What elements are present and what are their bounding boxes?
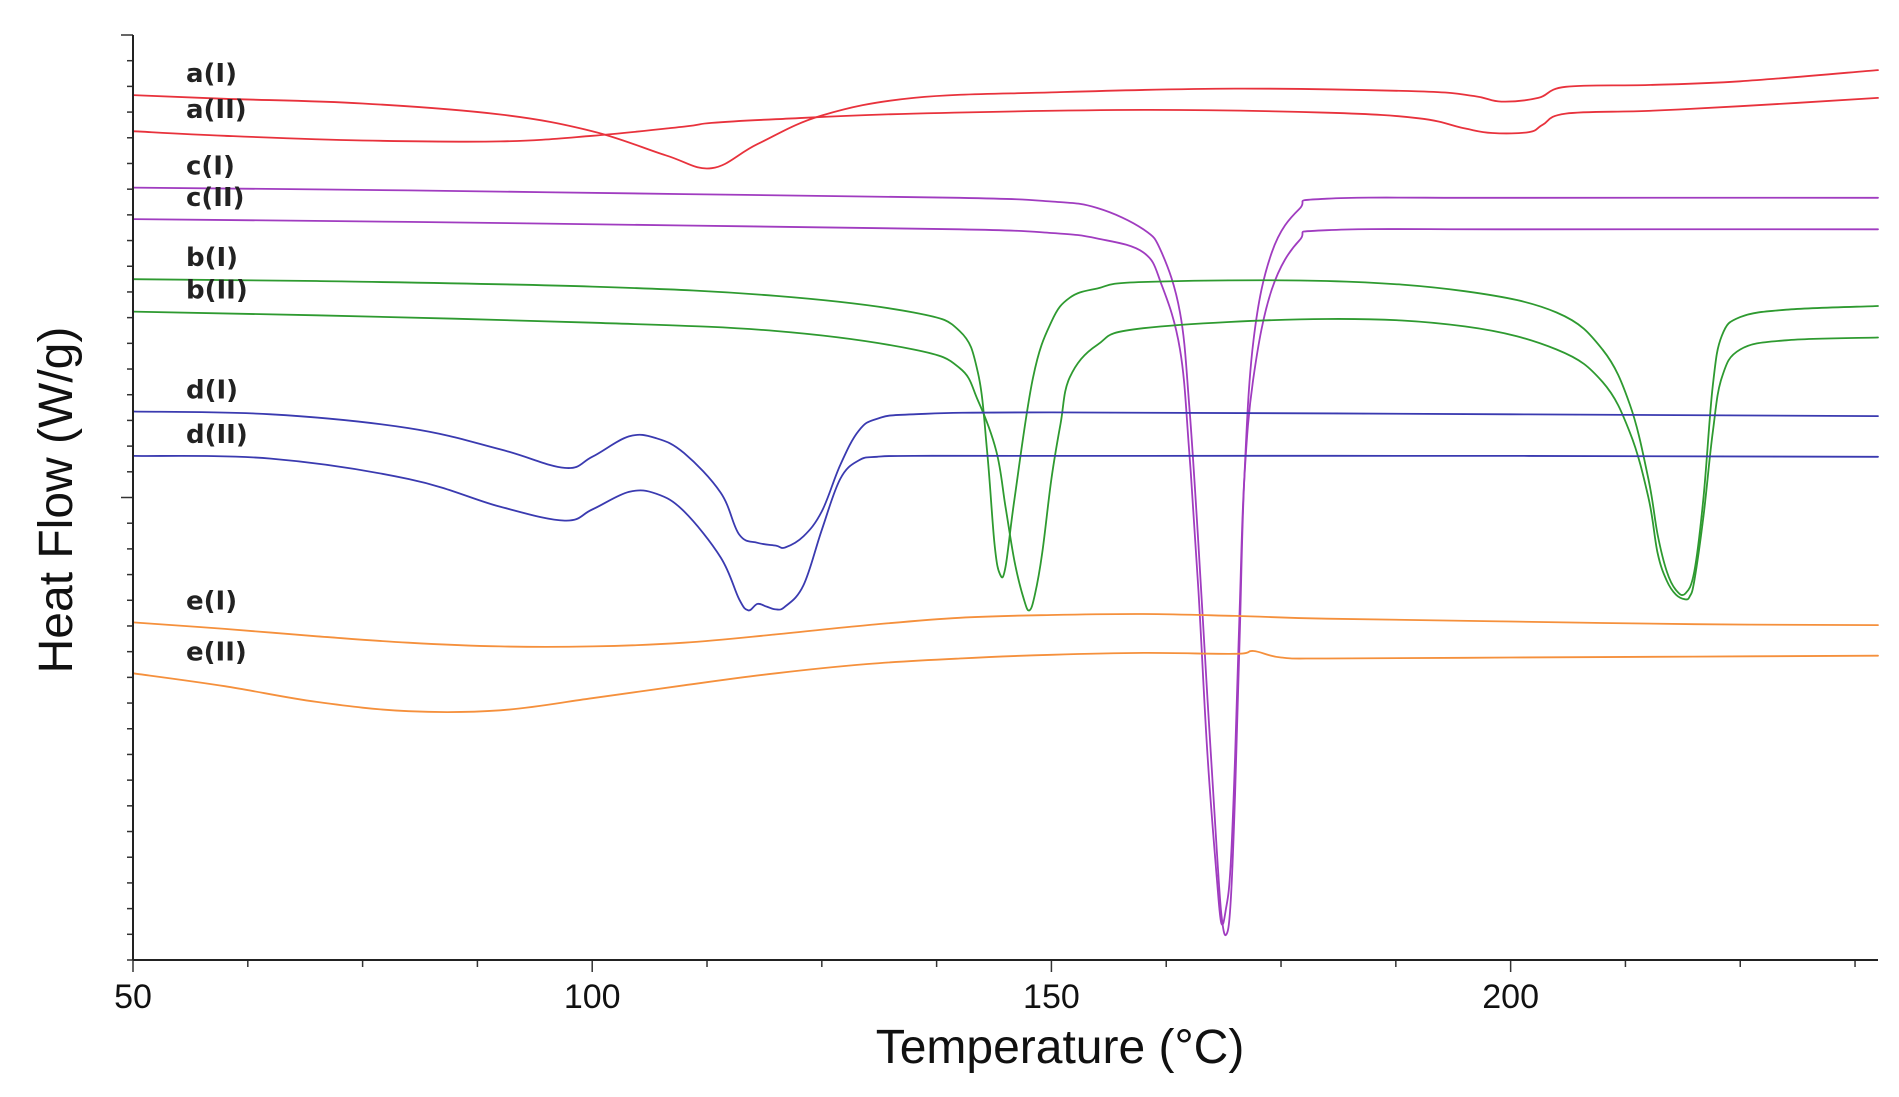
series-label-c(II): c(II) [186,183,245,213]
series-labels: a(I) a(II) c(I)c(II) b(I)b(II) d(I) d(II) e(I)… [186,59,248,667]
series-line-a(II) [132,97,1879,143]
x-tick-label: 150 [1023,978,1080,1016]
series-line-d(I) [132,410,1879,549]
y-axis-title: Heat Flow (W/g) [30,327,83,674]
series-label-d(II): d(II) [186,420,248,450]
x-tick-label: 200 [1482,978,1539,1016]
x-axis-ticks: 50 100 150 200 [114,960,1856,1016]
y-axis-ticks [121,34,133,961]
series-line-d(II) [132,454,1879,612]
series-line-e(II) [132,650,1879,714]
series-label-c(I): c(I) [186,152,235,182]
x-tick-label: 100 [564,978,621,1016]
x-axis-title: Temperature (°C) [876,1021,1245,1074]
series-label-d(I): d(I) [186,375,238,405]
series-label-b(I): b(I) [186,243,238,273]
series-label-e(II): e(II) [186,637,247,667]
series-label-e(I): e(I) [186,586,237,616]
series-line-a(I) [132,69,1879,170]
series-line-b(II) [132,310,1879,612]
series-line-e(I) [132,613,1879,648]
series-label-a(II): a(II) [186,95,247,125]
series-line-c(I) [132,186,1879,937]
series-label-b(II): b(II) [186,276,248,306]
series-line-b(I) [132,278,1879,596]
x-tick-label: 50 [114,978,152,1016]
series-label-a(I): a(I) [186,59,237,89]
plot-area [132,69,1879,937]
series-line-c(II) [132,218,1879,926]
